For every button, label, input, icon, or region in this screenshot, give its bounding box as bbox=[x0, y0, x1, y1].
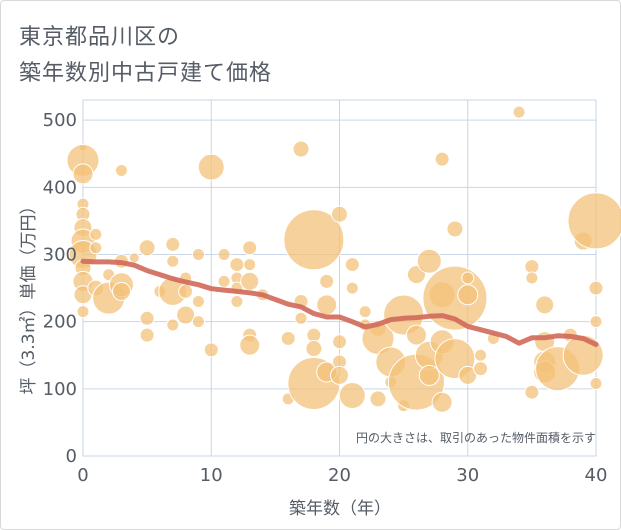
data-bubble bbox=[461, 271, 475, 285]
chart-title-line1: 東京都品川区の bbox=[19, 25, 181, 50]
y-tick-label: 100 bbox=[43, 379, 77, 400]
data-bubble bbox=[72, 163, 94, 185]
trend-line bbox=[80, 258, 599, 347]
trend-line-layer bbox=[80, 258, 599, 347]
y-tick-label: 500 bbox=[43, 110, 77, 131]
y-axis-label: 坪（3.3㎡）単価（万円） bbox=[19, 197, 39, 394]
data-bubble bbox=[294, 311, 308, 325]
data-bubble bbox=[589, 376, 603, 390]
data-bubble bbox=[139, 327, 155, 343]
x-tick-label: 0 bbox=[77, 465, 88, 486]
bubble-layer bbox=[66, 105, 621, 413]
data-bubble bbox=[588, 280, 604, 296]
data-bubble bbox=[418, 364, 440, 386]
data-bubble bbox=[316, 294, 338, 316]
x-axis-label: 築年数（年） bbox=[289, 499, 391, 519]
data-bubble bbox=[524, 259, 540, 275]
data-bubble bbox=[405, 324, 427, 346]
data-bubble bbox=[111, 281, 131, 301]
data-bubble bbox=[589, 315, 603, 329]
data-bubble bbox=[431, 391, 453, 413]
data-bubble bbox=[76, 305, 90, 319]
data-bubble bbox=[138, 239, 156, 257]
data-bubble bbox=[319, 273, 335, 289]
y-tick-label: 400 bbox=[43, 177, 77, 198]
y-tick-label: 300 bbox=[43, 244, 77, 265]
data-bubble bbox=[512, 105, 526, 119]
data-bubble bbox=[358, 305, 372, 319]
data-bubble bbox=[474, 348, 488, 362]
x-tick-label: 10 bbox=[200, 465, 223, 486]
chart-title-line2: 築年数別中古戸建て価格 bbox=[19, 61, 273, 86]
x-tick-label: 30 bbox=[456, 465, 479, 486]
data-bubble bbox=[292, 140, 310, 158]
data-bubble bbox=[217, 247, 231, 261]
data-bubble bbox=[139, 310, 155, 326]
data-bubble bbox=[243, 258, 257, 272]
data-bubble bbox=[434, 151, 450, 167]
data-bubble bbox=[332, 334, 347, 350]
data-bubble bbox=[446, 220, 464, 238]
data-bubble bbox=[191, 295, 205, 309]
data-bubble bbox=[229, 257, 245, 273]
data-bubble bbox=[524, 384, 540, 400]
data-bubble bbox=[280, 330, 296, 346]
data-bubble bbox=[535, 295, 555, 315]
data-bubble bbox=[306, 327, 322, 343]
data-bubble bbox=[344, 257, 360, 273]
data-bubble bbox=[239, 334, 261, 356]
x-tick-label: 20 bbox=[328, 465, 351, 486]
data-bubble bbox=[369, 390, 387, 408]
data-bubble bbox=[166, 254, 180, 268]
data-bubble bbox=[191, 247, 205, 261]
data-bubble bbox=[165, 236, 181, 252]
data-bubble bbox=[567, 192, 621, 250]
data-bubble bbox=[203, 342, 219, 358]
data-bubble bbox=[330, 365, 349, 385]
data-bubble bbox=[197, 153, 225, 181]
data-bubble bbox=[458, 365, 478, 385]
data-bubble bbox=[473, 361, 489, 377]
data-bubble bbox=[525, 271, 539, 285]
data-bubble bbox=[178, 283, 194, 299]
y-tick-label: 0 bbox=[66, 446, 77, 467]
data-bubble bbox=[191, 315, 205, 329]
x-tick-label: 40 bbox=[585, 465, 608, 486]
data-bubble bbox=[89, 241, 103, 255]
data-bubble bbox=[240, 271, 260, 291]
data-bubble bbox=[166, 318, 180, 332]
data-bubble bbox=[128, 252, 140, 264]
data-bubble bbox=[230, 295, 244, 309]
data-bubble bbox=[242, 240, 258, 256]
data-bubble bbox=[331, 205, 348, 223]
data-bubble bbox=[217, 274, 231, 288]
data-bubble bbox=[283, 209, 345, 271]
data-bubble bbox=[89, 227, 103, 241]
data-bubble bbox=[416, 248, 442, 274]
y-tick-label: 200 bbox=[43, 312, 77, 333]
data-bubble bbox=[345, 281, 359, 295]
data-bubble bbox=[114, 164, 128, 178]
size-note: 円の大きさは、取引のあった物件面積を示す bbox=[356, 430, 596, 445]
grid-lines bbox=[82, 99, 597, 457]
data-bubble bbox=[176, 305, 196, 325]
data-bubble bbox=[305, 340, 323, 358]
data-bubble bbox=[457, 284, 479, 306]
data-bubble bbox=[338, 382, 366, 410]
